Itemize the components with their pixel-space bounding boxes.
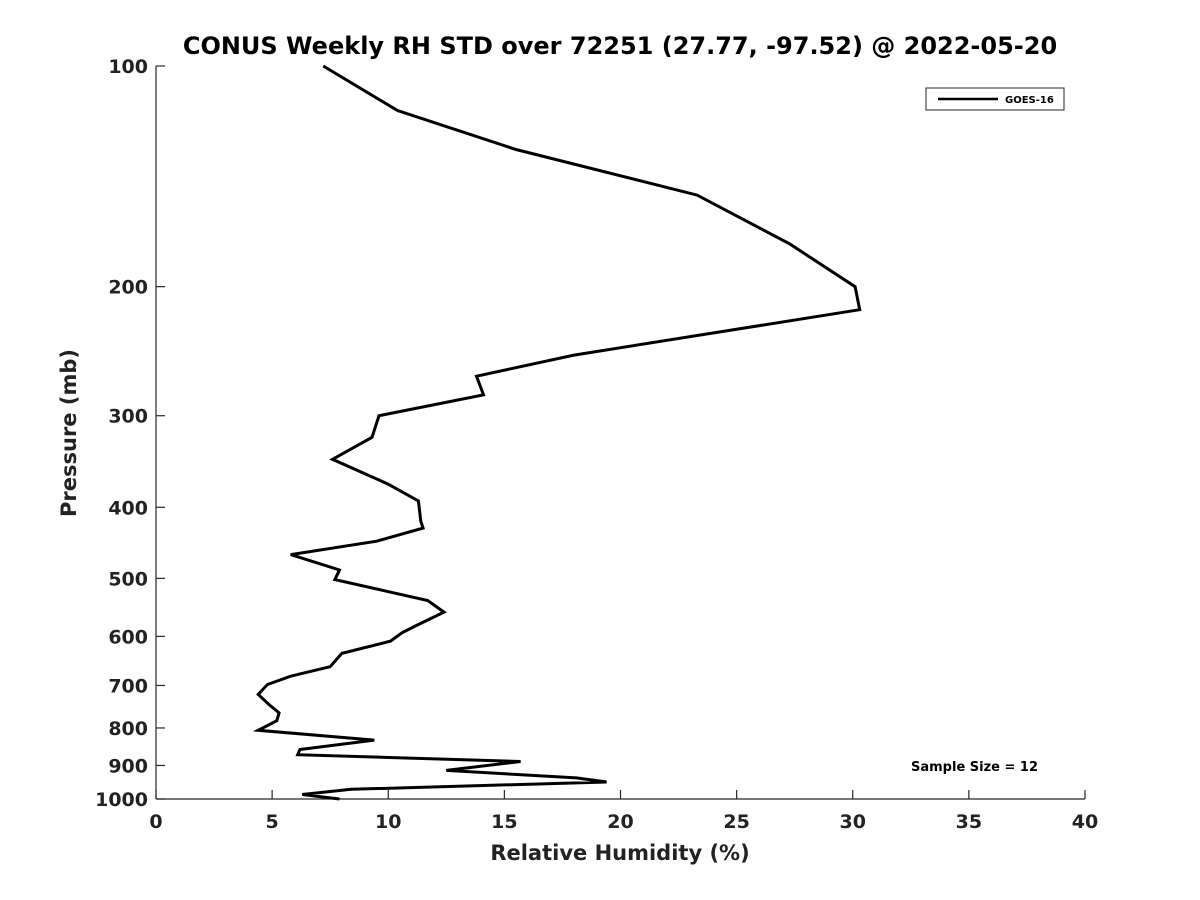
y-tick-label: 100: [108, 56, 148, 78]
series-line-goes-16: [252, 64, 862, 801]
y-tick-label: 400: [108, 497, 148, 519]
y-axis-label: Pressure (mb): [57, 349, 81, 517]
y-tick-label: 300: [108, 406, 148, 428]
series-layer: [252, 64, 862, 801]
x-tick-label: 25: [723, 811, 749, 833]
y-tick-label: 500: [108, 568, 148, 590]
x-tick-label: 15: [491, 811, 517, 833]
y-tick-label: 900: [108, 755, 148, 777]
x-tick-label: 5: [266, 811, 279, 833]
x-tick-label: 0: [149, 811, 162, 833]
y-tick-label: 800: [108, 718, 148, 740]
legend-label-goes-16: GOES-16: [1005, 95, 1054, 106]
chart-title: CONUS Weekly RH STD over 72251 (27.77, -…: [183, 32, 1057, 60]
sample-size-annotation: Sample Size = 12: [911, 760, 1038, 775]
y-tick-label: 200: [108, 277, 148, 299]
legend: GOES-16: [925, 87, 1065, 111]
y-axis-ticks: 100 200 300 400 500 600 700 800 900 1000: [95, 56, 165, 811]
y-tick-label: 1000: [95, 789, 148, 811]
x-tick-label: 35: [956, 811, 982, 833]
x-tick-label: 10: [375, 811, 401, 833]
x-tick-label: 20: [607, 811, 633, 833]
y-tick-label: 700: [108, 675, 148, 697]
y-tick-label: 600: [108, 626, 148, 648]
x-tick-label: 30: [840, 811, 866, 833]
x-tick-label: 40: [1072, 811, 1098, 833]
x-axis-ticks: 0 5 10 15 20 25 30 35 40: [149, 790, 1098, 833]
x-axis-label: Relative Humidity (%): [490, 841, 749, 865]
